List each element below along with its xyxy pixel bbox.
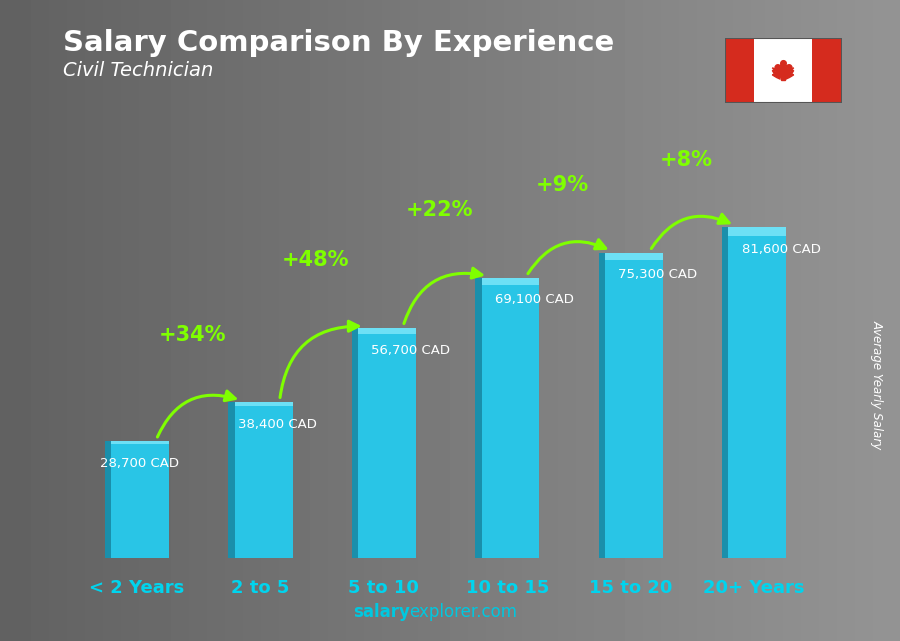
- Text: Average Yearly Salary: Average Yearly Salary: [871, 320, 884, 449]
- Text: 38,400 CAD: 38,400 CAD: [238, 417, 317, 431]
- Text: explorer.com: explorer.com: [410, 603, 518, 621]
- Text: 15 to 20: 15 to 20: [589, 579, 672, 597]
- Bar: [105, 442, 112, 558]
- Text: +8%: +8%: [660, 149, 713, 170]
- Bar: [475, 278, 539, 285]
- Text: 2 to 5: 2 to 5: [231, 579, 290, 597]
- Text: 56,700 CAD: 56,700 CAD: [372, 344, 451, 356]
- Bar: [229, 402, 292, 406]
- Text: Salary Comparison By Experience: Salary Comparison By Experience: [63, 29, 614, 57]
- Text: 10 to 15: 10 to 15: [465, 579, 549, 597]
- Text: +22%: +22%: [406, 200, 473, 221]
- Bar: [724, 38, 754, 103]
- Bar: [598, 253, 605, 558]
- Bar: [754, 38, 812, 103]
- Text: 75,300 CAD: 75,300 CAD: [618, 268, 698, 281]
- Text: ✿: ✿: [772, 58, 794, 83]
- Bar: [352, 328, 358, 558]
- Text: 20+ Years: 20+ Years: [703, 579, 805, 597]
- Bar: [722, 228, 786, 558]
- Bar: [598, 253, 662, 260]
- Bar: [812, 38, 842, 103]
- Text: salary: salary: [353, 603, 410, 621]
- Bar: [475, 278, 539, 558]
- Bar: [475, 278, 482, 558]
- Bar: [722, 228, 786, 236]
- Bar: [722, 228, 728, 558]
- Text: 28,700 CAD: 28,700 CAD: [100, 457, 179, 470]
- Polygon shape: [781, 72, 785, 80]
- Bar: [598, 253, 662, 558]
- Bar: [105, 442, 169, 444]
- Bar: [352, 328, 416, 334]
- Text: < 2 Years: < 2 Years: [89, 579, 184, 597]
- Polygon shape: [772, 64, 794, 79]
- Text: 81,600 CAD: 81,600 CAD: [742, 243, 821, 256]
- Bar: [105, 442, 169, 558]
- Text: Civil Technician: Civil Technician: [63, 61, 213, 80]
- Text: +48%: +48%: [283, 251, 350, 271]
- Text: +34%: +34%: [158, 324, 226, 344]
- Text: 5 to 10: 5 to 10: [348, 579, 419, 597]
- Text: 69,100 CAD: 69,100 CAD: [495, 294, 573, 306]
- Bar: [229, 402, 292, 558]
- Bar: [229, 402, 235, 558]
- Text: +9%: +9%: [536, 175, 590, 195]
- Bar: [352, 328, 416, 558]
